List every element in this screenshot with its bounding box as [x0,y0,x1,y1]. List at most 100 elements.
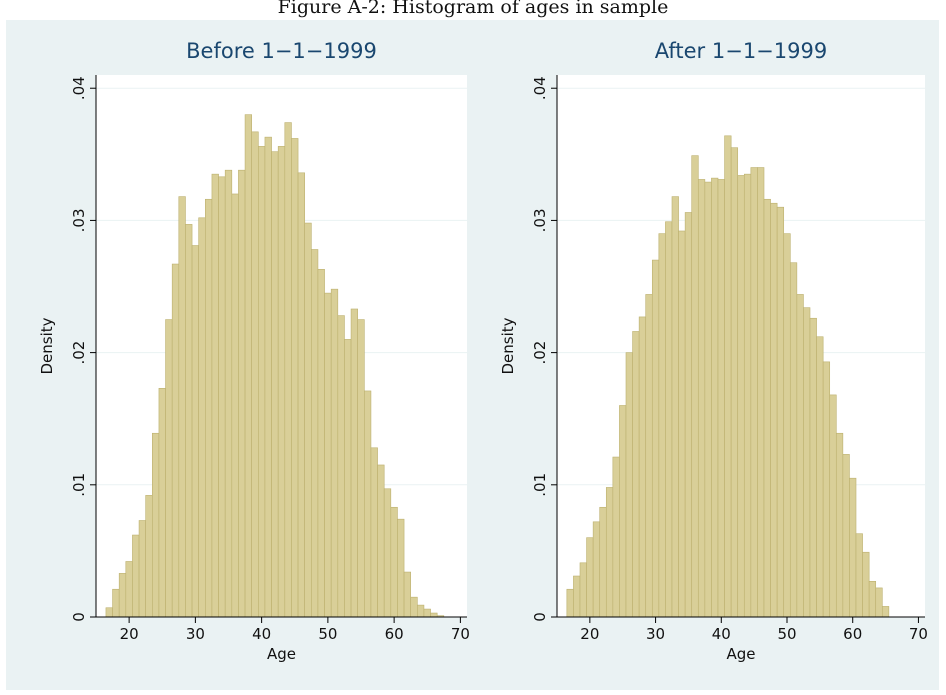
histogram-bar [410,596,418,618]
histogram-bar [592,521,601,618]
histogram-bar [835,432,844,618]
histogram-bar [297,172,305,618]
histogram-bar [205,198,213,618]
histogram-bar [697,179,706,618]
histogram-bar [271,151,279,618]
histogram-bar [138,520,146,618]
histogram-bar [224,169,233,618]
x-tick-label: 30 [186,625,205,643]
x-axis-label: Age [726,645,755,663]
histogram-bar [238,169,246,618]
y-axis-label: Density [499,317,517,374]
histogram-bar [829,394,837,618]
x-tick-label: 50 [318,625,337,643]
histogram-bar [868,581,877,618]
histogram-bar [244,114,252,618]
histogram-bar [152,432,160,618]
x-tick-label: 20 [120,625,139,643]
histogram-bar [158,388,166,618]
histogram-bar [403,571,411,618]
histogram-bar [112,588,120,618]
histogram-bar [317,269,325,618]
histogram-bar [822,361,831,618]
x-tick-label: 70 [909,625,928,643]
chart-title: Before 1−1−1999 [186,39,377,63]
histogram-bar [730,147,739,618]
histogram-bar [586,537,594,618]
chart-title: After 1−1−1999 [655,39,827,63]
histogram-bar [750,167,758,618]
y-tick-label: .03 [531,208,549,232]
histogram-bar [691,155,699,618]
x-tick-label: 40 [712,625,731,643]
histogram-bar [724,135,732,618]
histogram-bar [763,198,771,618]
histogram-bar [717,179,725,618]
x-tick-label: 60 [385,625,404,643]
histogram-bar [145,495,153,618]
histogram-bar [855,533,863,618]
histogram-bar [743,173,752,618]
histogram-bar [417,604,425,618]
histogram-bar [118,573,127,618]
y-tick-label: 0 [70,612,88,622]
histogram-bar [125,561,133,618]
histogram-bar [776,206,785,618]
histogram-bar [251,131,259,618]
histogram-bar [191,245,199,618]
histogram-bar [397,518,405,618]
histogram-bar [711,177,719,618]
y-tick-label: .03 [70,208,88,232]
histogram-bar [737,175,745,618]
histogram-bar [198,217,206,618]
histogram-bar [605,487,614,618]
histogram-bar [370,447,378,618]
x-tick-label: 40 [252,625,271,643]
histogram-bar [377,464,385,618]
histogram-bar [324,292,332,618]
histogram-bar [684,212,693,618]
histogram-bar [658,233,666,618]
histogram-bar [218,176,226,618]
histogram-bar [632,331,640,618]
histogram-bar [638,316,647,618]
x-tick-label: 60 [843,625,862,643]
histogram-bar [350,308,358,618]
histogram-bar [671,196,679,618]
histogram-bar [789,262,798,618]
histogram-bar [645,294,653,618]
y-tick-label: .01 [70,473,88,497]
histogram-bar [105,607,113,618]
histogram-bar [330,288,339,618]
histogram-bar [304,222,312,618]
histogram-bar [579,562,587,618]
histogram-bar [862,551,870,618]
histogram-bar [383,488,392,618]
histogram-bar [311,249,319,618]
histogram-bar [423,608,431,618]
histogram-bar [783,233,791,618]
histogram-bar [599,506,607,618]
histogram-bar [757,167,765,618]
histogram-bar [430,612,438,618]
histogram-bar [619,405,627,618]
histogram-bar [625,352,633,618]
x-axis-label: Age [267,645,296,663]
histogram-bar [809,317,817,618]
histogram-bar [651,259,660,618]
histogram-bar [770,202,778,618]
histogram-bar [344,339,352,618]
histogram-bar [264,136,272,618]
y-tick-label: .01 [531,473,549,497]
histogram-bar [165,319,173,618]
histogram-bar [678,230,686,618]
chart-panel-1: 0 .01 .02 .03 .04 20 30 40 50 60 70 Before 1−1−1999… [38,39,470,663]
figure-caption: Figure A-2: Histogram of ages in sample [277,0,669,18]
histogram-bar [178,196,186,618]
histogram-bar [284,122,292,618]
histogram-bar [796,294,804,618]
histogram-bar [185,224,193,618]
histogram-bar [390,506,398,618]
y-tick-label: .02 [531,341,549,365]
histogram-bar [842,454,850,618]
